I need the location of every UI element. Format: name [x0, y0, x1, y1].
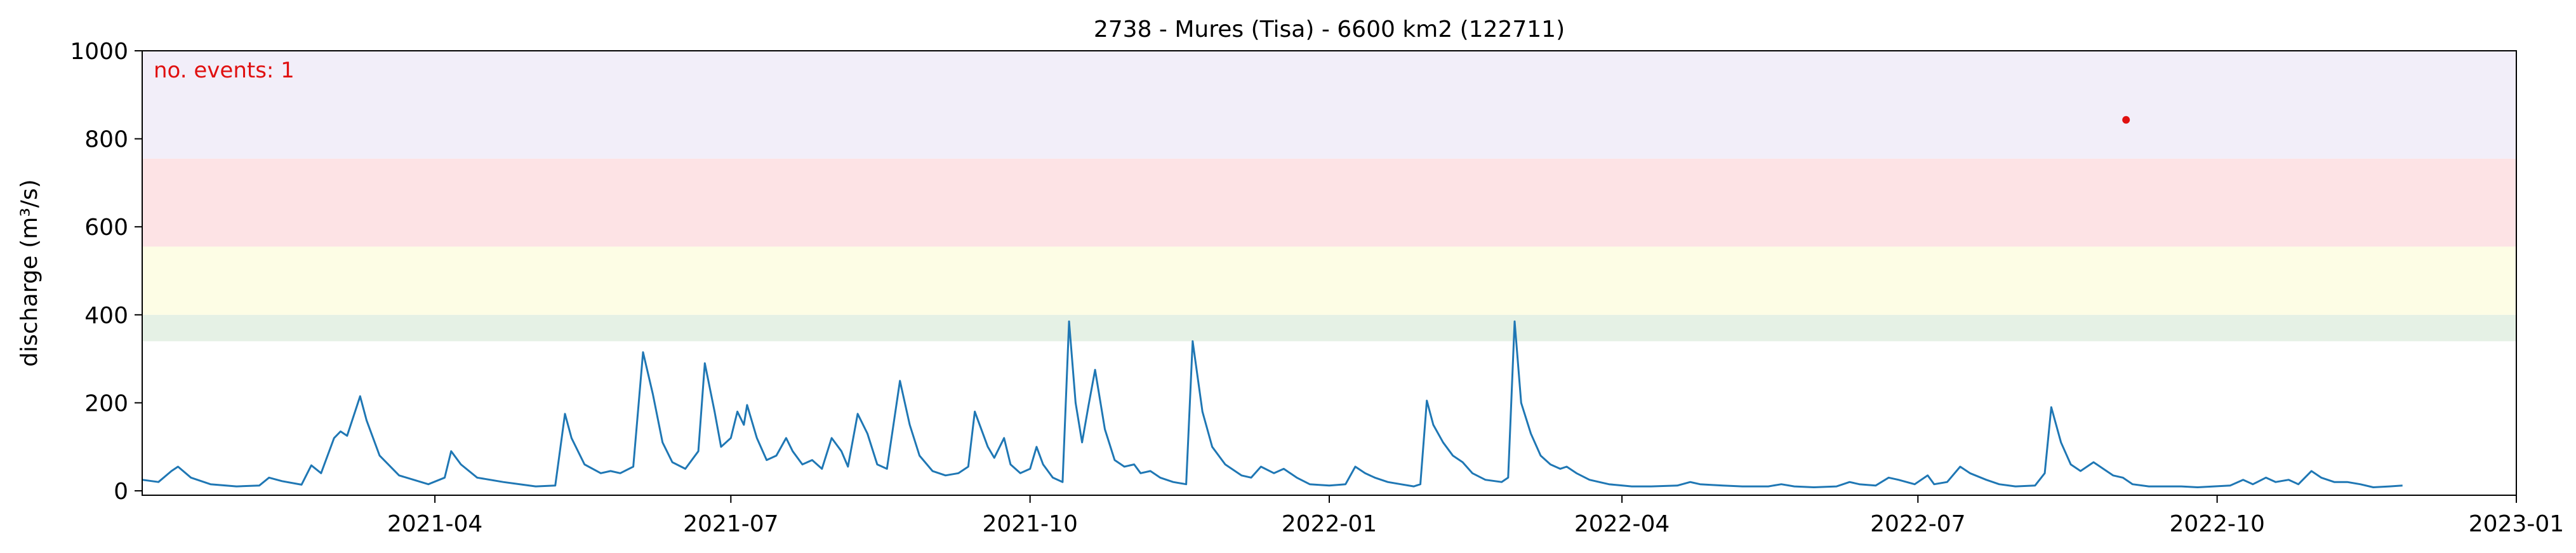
- y-axis: 0 200 400 600 800 1000: [70, 39, 142, 505]
- x-tick-label: 2022-07: [1870, 511, 1965, 537]
- chart-title: 2738 - Mures (Tisa) - 6600 km2 (122711): [1094, 17, 1565, 43]
- threshold-band-3: [142, 158, 2516, 247]
- y-axis-label: discharge (m³/s): [17, 179, 43, 366]
- threshold-bands: [142, 51, 2516, 342]
- threshold-band-1: [142, 314, 2516, 342]
- y-tick-label: 800: [84, 127, 128, 153]
- threshold-band-4: [142, 51, 2516, 159]
- y-tick-label: 600: [84, 215, 128, 241]
- x-tick-label: 2022-04: [1574, 511, 1670, 537]
- plot-frame: [142, 50, 2517, 496]
- x-tick-label: 2022-01: [1282, 511, 1377, 537]
- discharge-series-line: [142, 320, 2403, 488]
- x-tick-label: 2021-04: [387, 511, 482, 537]
- y-tick-label: 1000: [70, 39, 128, 65]
- x-axis: 2021-04 2021-07 2021-10 2022-01 2022-04 2022-…: [387, 495, 2564, 537]
- threshold-band-2: [142, 246, 2516, 315]
- x-tick-label: 2021-10: [982, 511, 1077, 537]
- x-tick-label: 2023-01: [2469, 511, 2564, 537]
- x-tick-label: 2021-07: [683, 511, 778, 537]
- y-tick-label: 400: [84, 303, 128, 329]
- plot-area: [142, 116, 2403, 488]
- events-annotation: no. events: 1: [154, 58, 295, 83]
- y-tick-label: 0: [114, 479, 128, 505]
- event-marker: [2122, 116, 2130, 124]
- x-tick-label: 2022-10: [2169, 511, 2264, 537]
- y-tick-label: 200: [84, 390, 128, 416]
